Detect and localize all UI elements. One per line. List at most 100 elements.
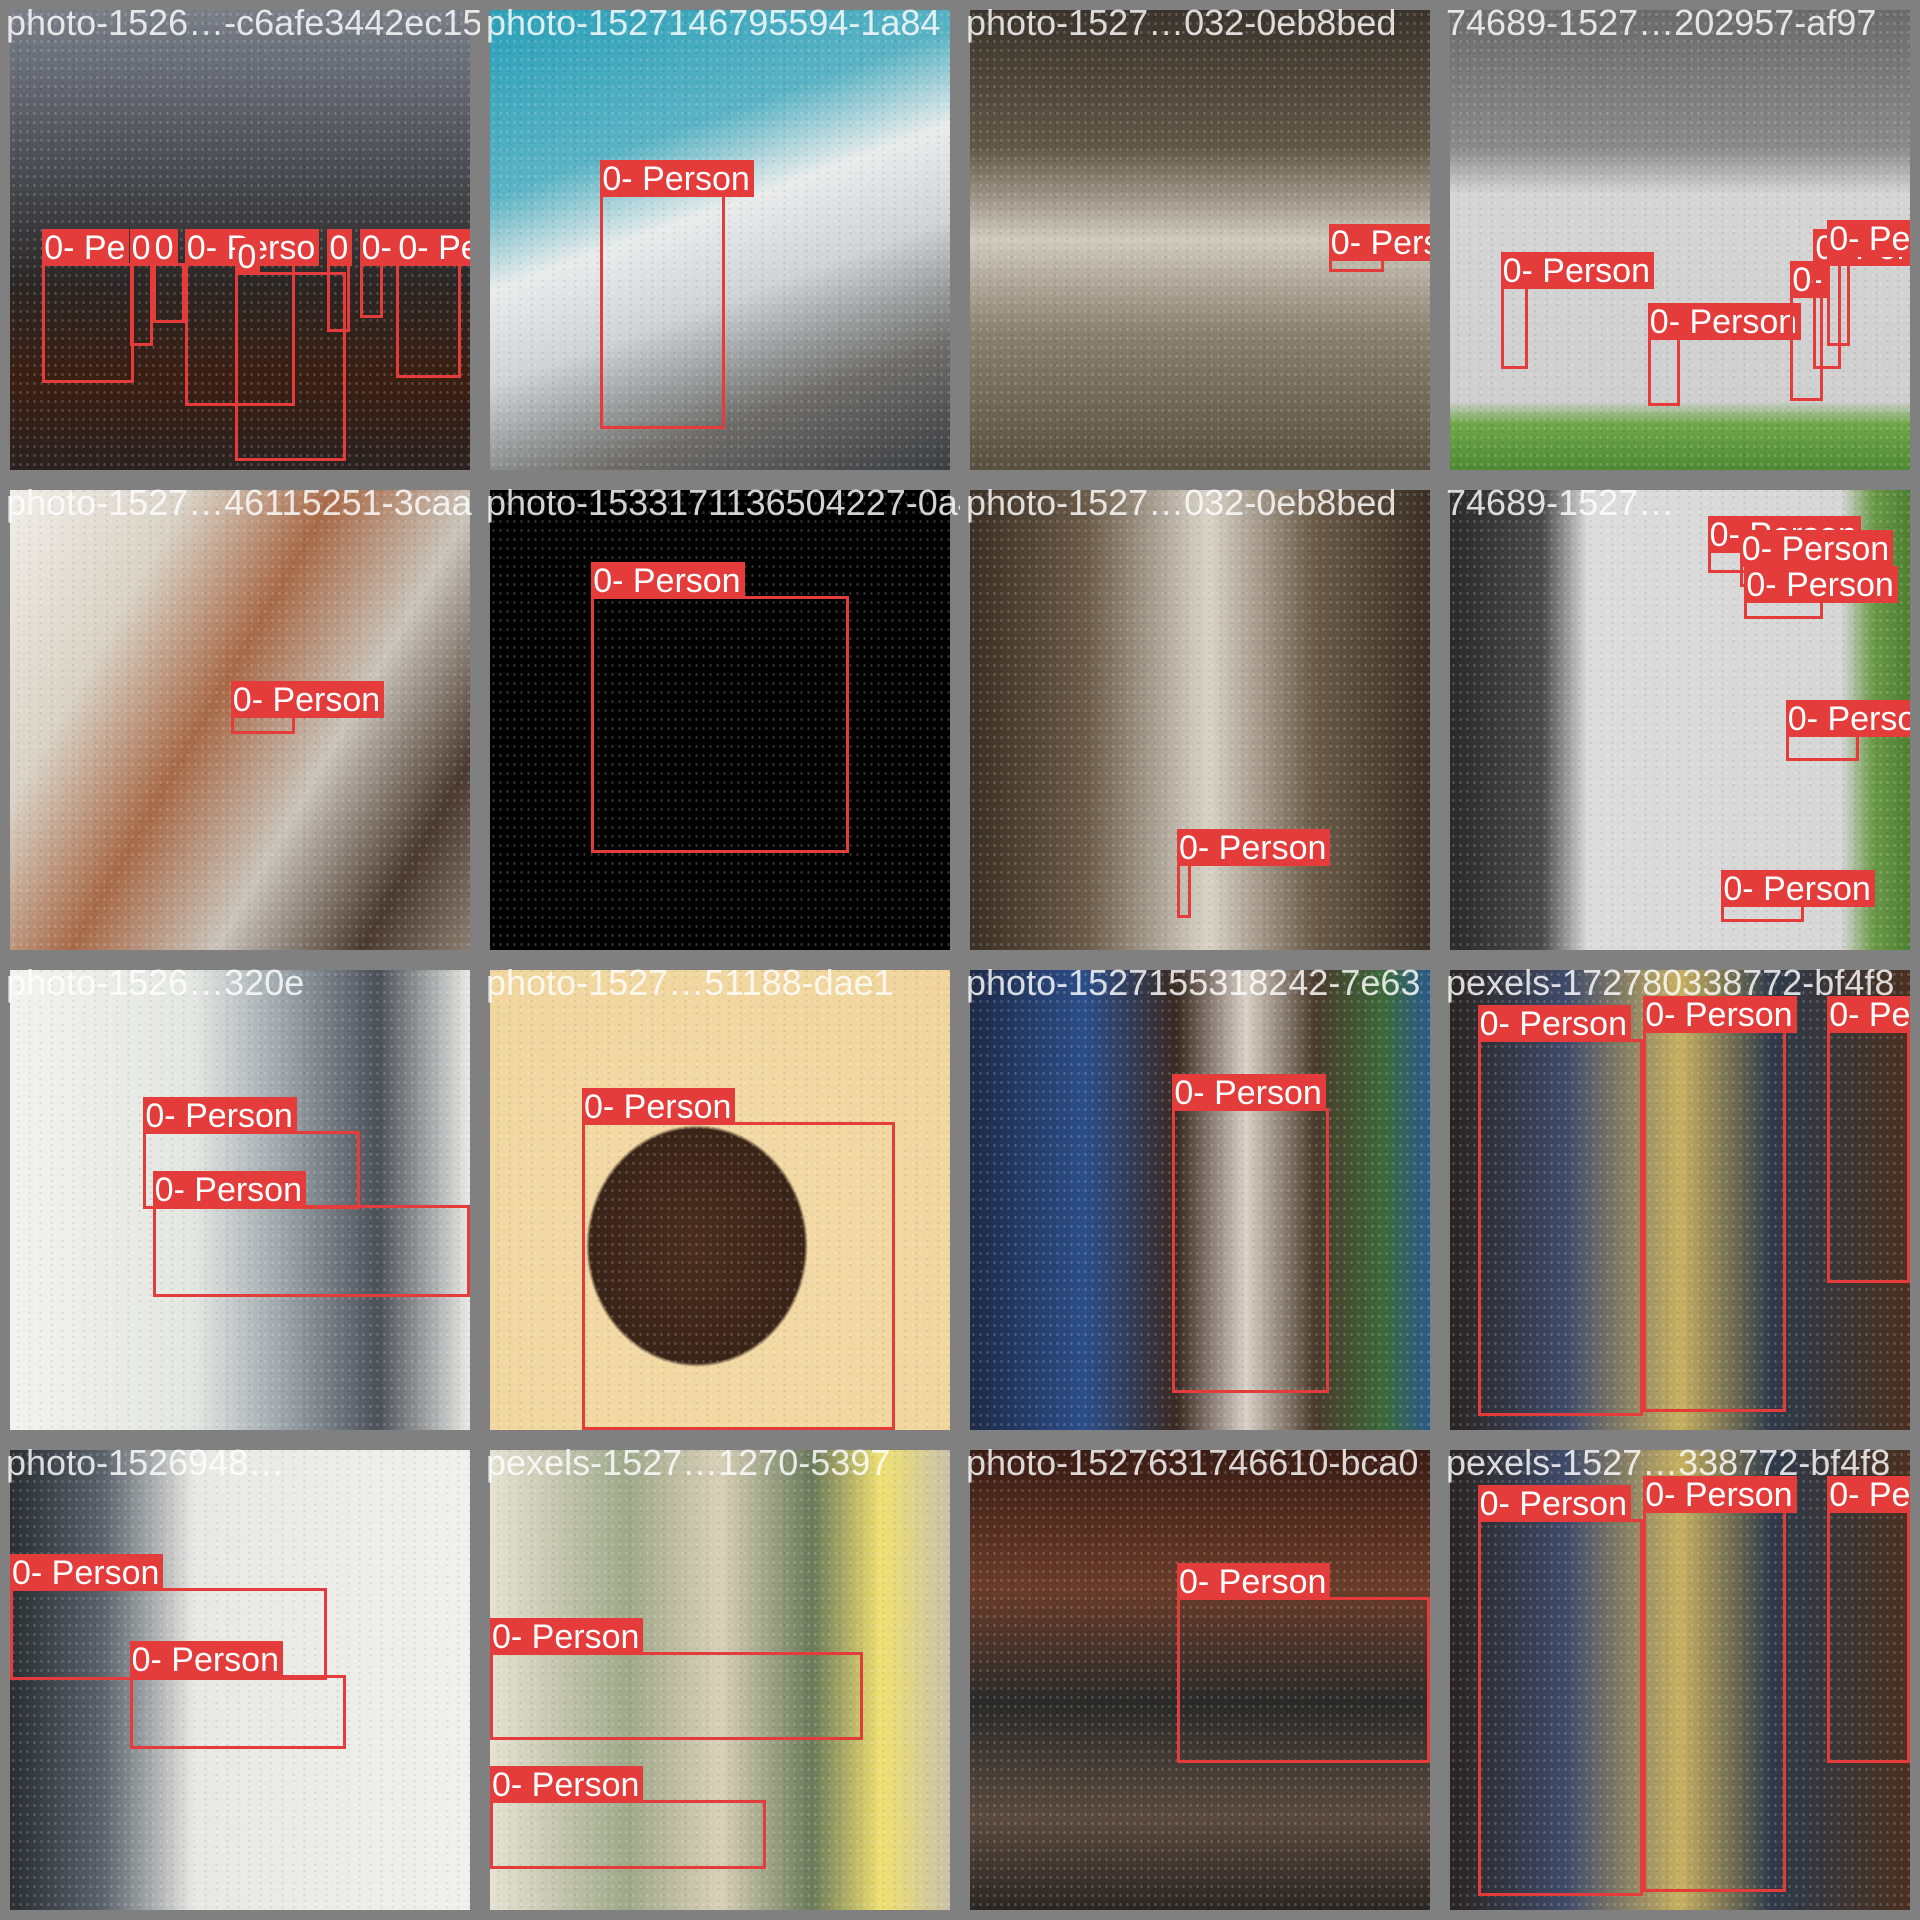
- detection-label: 0- Perso: [1785, 699, 1910, 738]
- detection-label: 0- Person: [1500, 252, 1654, 290]
- image-tile: 0- Person 0- Person photo-1526948…: [0, 1440, 480, 1920]
- detection-label: 0- Person: [1172, 1074, 1326, 1112]
- detection-label: 0- Person: [10, 1554, 164, 1592]
- image-tile: 0- Person photo-1527631746610-bca0: [960, 1440, 1440, 1920]
- detection-label: 0- Person: [1477, 1005, 1631, 1043]
- detection-box: 0- Person: [582, 1087, 895, 1430]
- tile-photo: 0- Person 0- Person: [10, 970, 470, 1430]
- detection-label: 0- Person: [1739, 529, 1894, 568]
- detection-box: 0- Person: [1500, 252, 1654, 369]
- detection-box: 0: [152, 229, 185, 323]
- detection-box: 0- Person: [129, 1641, 346, 1749]
- detection-label: 0- Person: [1477, 1485, 1631, 1523]
- detection-label: 0- Person: [490, 1618, 644, 1656]
- detection-label: 0- Person: [1177, 828, 1331, 867]
- detection-box: 0-: [1790, 261, 1827, 401]
- tile-photo: 0- Person 0- Person: [10, 1450, 470, 1910]
- detection-box: 0- Person: [10, 1554, 328, 1680]
- tile-photo: 0- Person: [970, 970, 1430, 1430]
- detection-box: 0- Person: [1177, 1563, 1430, 1763]
- detection-label: 0: [235, 238, 261, 276]
- image-tile: 0- Person photo-1527146795594-1a84: [480, 0, 960, 480]
- detection-box: 0- Person: [1643, 1475, 1797, 1892]
- detection-box: 0- Pers: [1827, 995, 1910, 1283]
- image-tile: 0- Person photo-1527155318242-7e63: [960, 960, 1440, 1440]
- detection-label: 0- Person: [600, 160, 754, 198]
- detection-label: 0- Person: [1643, 995, 1797, 1034]
- detection-box: 0- Person: [1739, 529, 1894, 587]
- tile-photo: 0- Person: [490, 490, 950, 950]
- image-tile: 0- Person photo-1527…46115251-3caa: [0, 480, 480, 960]
- detection-box: 0- Person: [600, 160, 754, 429]
- detection-label: 0: [152, 229, 178, 267]
- detection-box: 0: [235, 238, 346, 461]
- detection-box: 0- Person: [396, 229, 470, 378]
- tile-photo: 0- Person: [970, 490, 1430, 950]
- detection-box: 0- Perso: [1785, 699, 1910, 762]
- detection-label: 0- Pe: [42, 229, 130, 267]
- detection-label: 0: [327, 229, 353, 267]
- detection-label: 0- Person: [1177, 1563, 1331, 1601]
- detection-label: 0-: [1790, 261, 1827, 299]
- detection-label: 0- Person: [1744, 566, 1898, 604]
- detection-box: 0- Pe: [42, 229, 135, 383]
- detection-box: 0- Person: [1172, 1074, 1329, 1394]
- tile-photo: 0- Person: [970, 1450, 1430, 1910]
- image-tile: 0- Person 0- Person photo-1526…320e: [0, 960, 480, 1440]
- detection-label: 0: [129, 229, 155, 267]
- image-tile: 0- Person photo-1527…51188-dae1: [480, 960, 960, 1440]
- tile-photo: 0- Person: [970, 10, 1430, 470]
- detection-box: 0- Person: [490, 1618, 863, 1740]
- detection-label: 0- Person: [129, 1641, 283, 1679]
- detection-box: 0- Person: [591, 561, 849, 854]
- detection-label: 0- Pers: [1827, 995, 1910, 1034]
- detection-label: 0- Person: [490, 1765, 644, 1804]
- detection-label: 0- Person: [230, 681, 385, 719]
- tile-photo: 0- Person 0- Person 0- Pers: [1450, 970, 1910, 1430]
- detection-label: 0- Person: [591, 561, 745, 600]
- detection-label: 0- Pe: [1827, 219, 1910, 258]
- detection-label: 0- Person: [396, 229, 470, 267]
- detection-box: 0- Person: [1744, 566, 1898, 619]
- tile-photo: 0- Person: [10, 490, 470, 950]
- detection-box: 0- Person: [152, 1170, 470, 1297]
- detection-label: 0- Pers: [1827, 1475, 1910, 1514]
- image-tile: 0- Person 0- Person pexels-1527…1270-5397: [480, 1440, 960, 1920]
- detection-label: 0- Person: [1328, 224, 1430, 262]
- detection-box: 0: [327, 229, 353, 332]
- image-tile: 0- Person photo-1533171136504227-0a47: [480, 480, 960, 960]
- detection-box: 0-: [359, 229, 396, 319]
- tile-photo: 0- Person 0- Person: [490, 1450, 950, 1910]
- detection-box: 0- Person: [1477, 1005, 1644, 1417]
- detection-box: 0- Person: [230, 681, 385, 734]
- detection-box: 0- Person: [143, 1097, 360, 1210]
- noise-overlay: [970, 490, 1430, 950]
- detection-label: 0- Person: [1647, 302, 1802, 341]
- tile-photo: 0- Person: [490, 10, 950, 470]
- detection-label: 0- Person: [1721, 870, 1875, 908]
- detection-box: 0- Person: [1643, 995, 1797, 1412]
- detection-box: 0- Person: [1477, 1485, 1644, 1897]
- detection-box: 0- Person: [1647, 302, 1802, 406]
- tile-photo: 0- Person 0- Person 0- Pers: [1450, 1450, 1910, 1910]
- detection-label: 0- Person: [143, 1097, 297, 1135]
- detection-box: 0- Person: [1721, 870, 1875, 923]
- detection-box: 0: [129, 229, 155, 346]
- detection-box: 0- Pe: [1827, 219, 1910, 346]
- detection-label: 0- Person: [152, 1170, 306, 1209]
- detection-box: 0- Person: [1328, 224, 1430, 273]
- detection-label: 0- Person: [1643, 1475, 1797, 1514]
- detection-label: 0- Person: [582, 1087, 736, 1126]
- detection-box: 0- Pers: [1827, 1475, 1910, 1763]
